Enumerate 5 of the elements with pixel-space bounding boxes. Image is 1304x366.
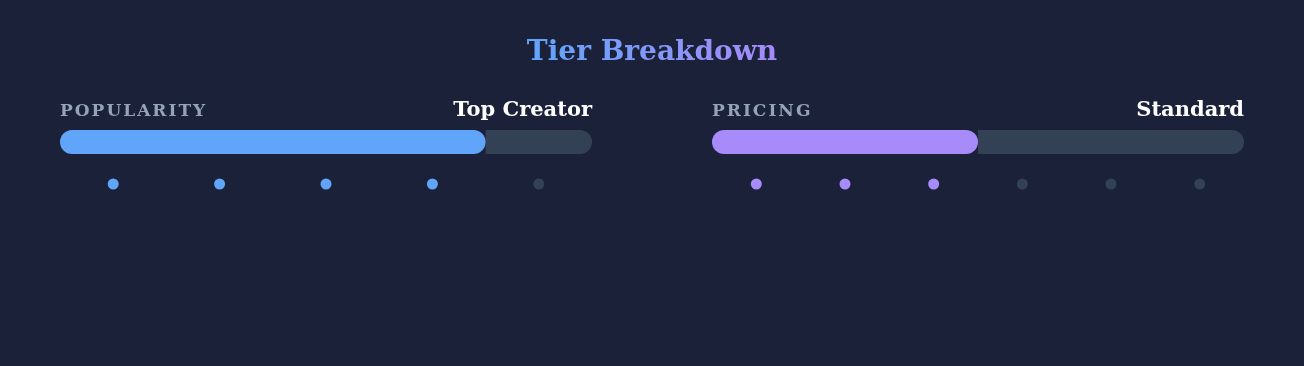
text: Tier Breakdown xyxy=(526,34,778,67)
chart-title: POPULARITY xyxy=(60,100,208,120)
chart-subtitle: Top Creator xyxy=(453,96,593,121)
chart-title: PRICING xyxy=(712,100,813,120)
chart-subtitle: Standard xyxy=(1136,96,1245,121)
